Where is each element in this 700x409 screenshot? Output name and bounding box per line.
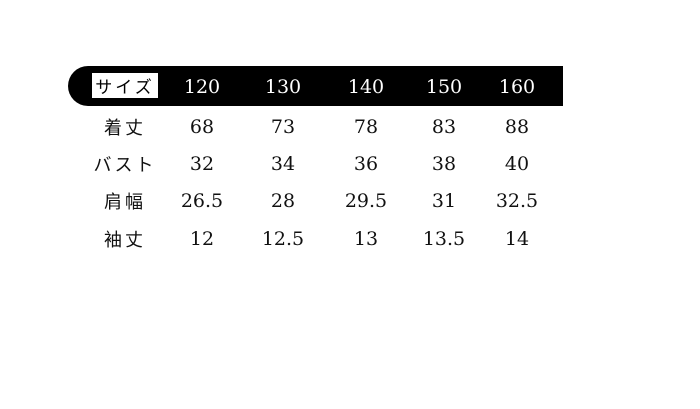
table-cell: 32.5: [495, 190, 539, 212]
table-cell: 78: [353, 116, 379, 138]
table-cell: 36: [353, 153, 379, 175]
table-cell: 40: [504, 153, 530, 175]
table-cell: 12.5: [261, 228, 305, 250]
row-label: 着丈: [104, 118, 146, 139]
size-column-header: 150: [425, 76, 463, 98]
table-cell: 13: [353, 228, 379, 250]
table-cell: 88: [504, 116, 530, 138]
table-cell: 31: [431, 190, 457, 212]
table-cell: 34: [270, 153, 296, 175]
size-header-label: サイズ: [92, 73, 158, 98]
table-cell: 12: [189, 228, 215, 250]
table-cell: 13.5: [422, 228, 466, 250]
table-cell: 32: [189, 153, 215, 175]
size-column-header: 140: [347, 76, 385, 98]
table-cell: 29.5: [344, 190, 388, 212]
size-column-header: 130: [264, 76, 302, 98]
table-cell: 38: [431, 153, 457, 175]
table-cell: 26.5: [180, 190, 224, 212]
table-cell: 68: [189, 116, 215, 138]
table-cell: 28: [270, 190, 296, 212]
row-label: 袖丈: [104, 230, 146, 251]
table-cell: 14: [504, 228, 530, 250]
table-cell: 73: [270, 116, 296, 138]
row-label: 肩幅: [104, 192, 146, 213]
size-column-header: 120: [183, 76, 221, 98]
table-cell: 83: [431, 116, 457, 138]
size-column-header: 160: [498, 76, 536, 98]
row-label: バスト: [93, 155, 157, 176]
